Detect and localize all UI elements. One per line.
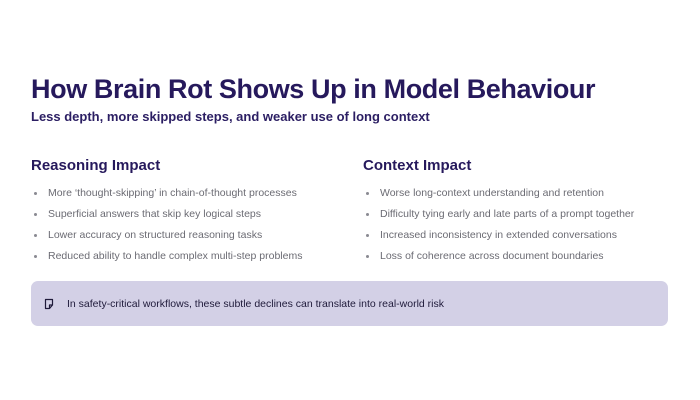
reasoning-impact-heading: Reasoning Impact [31, 157, 161, 174]
list-item: Increased inconsistency in extended conv… [363, 225, 668, 246]
slide-title: How Brain Rot Shows Up in Model Behaviou… [31, 74, 596, 104]
context-impact-list: Worse long-context understanding and ret… [363, 183, 668, 267]
impact-columns: Reasoning Impact More ‘thought-skipping’… [31, 156, 669, 266]
slide-subtitle: Less depth, more skipped steps, and weak… [31, 109, 430, 124]
slide: How Brain Rot Shows Up in Model Behaviou… [31, 72, 669, 326]
list-item: Difficulty tying early and late parts of… [363, 204, 668, 225]
context-impact-heading: Context Impact [363, 157, 472, 174]
list-item: Loss of coherence across document bounda… [363, 246, 668, 267]
list-item: Worse long-context understanding and ret… [363, 183, 668, 204]
list-item: Reduced ability to handle complex multi-… [31, 246, 336, 267]
list-item: More ‘thought-skipping’ in chain-of-thou… [31, 183, 336, 204]
note-icon [43, 298, 55, 310]
reasoning-impact-list: More ‘thought-skipping’ in chain-of-thou… [31, 183, 336, 267]
reasoning-impact-column: Reasoning Impact More ‘thought-skipping’… [31, 156, 336, 267]
context-impact-column: Context Impact Worse long-context unders… [363, 156, 668, 267]
list-item: Superficial answers that skip key logica… [31, 204, 336, 225]
callout-text: In safety-critical workflows, these subt… [67, 297, 444, 310]
warning-callout: In safety-critical workflows, these subt… [31, 281, 668, 326]
list-item: Lower accuracy on structured reasoning t… [31, 225, 336, 246]
